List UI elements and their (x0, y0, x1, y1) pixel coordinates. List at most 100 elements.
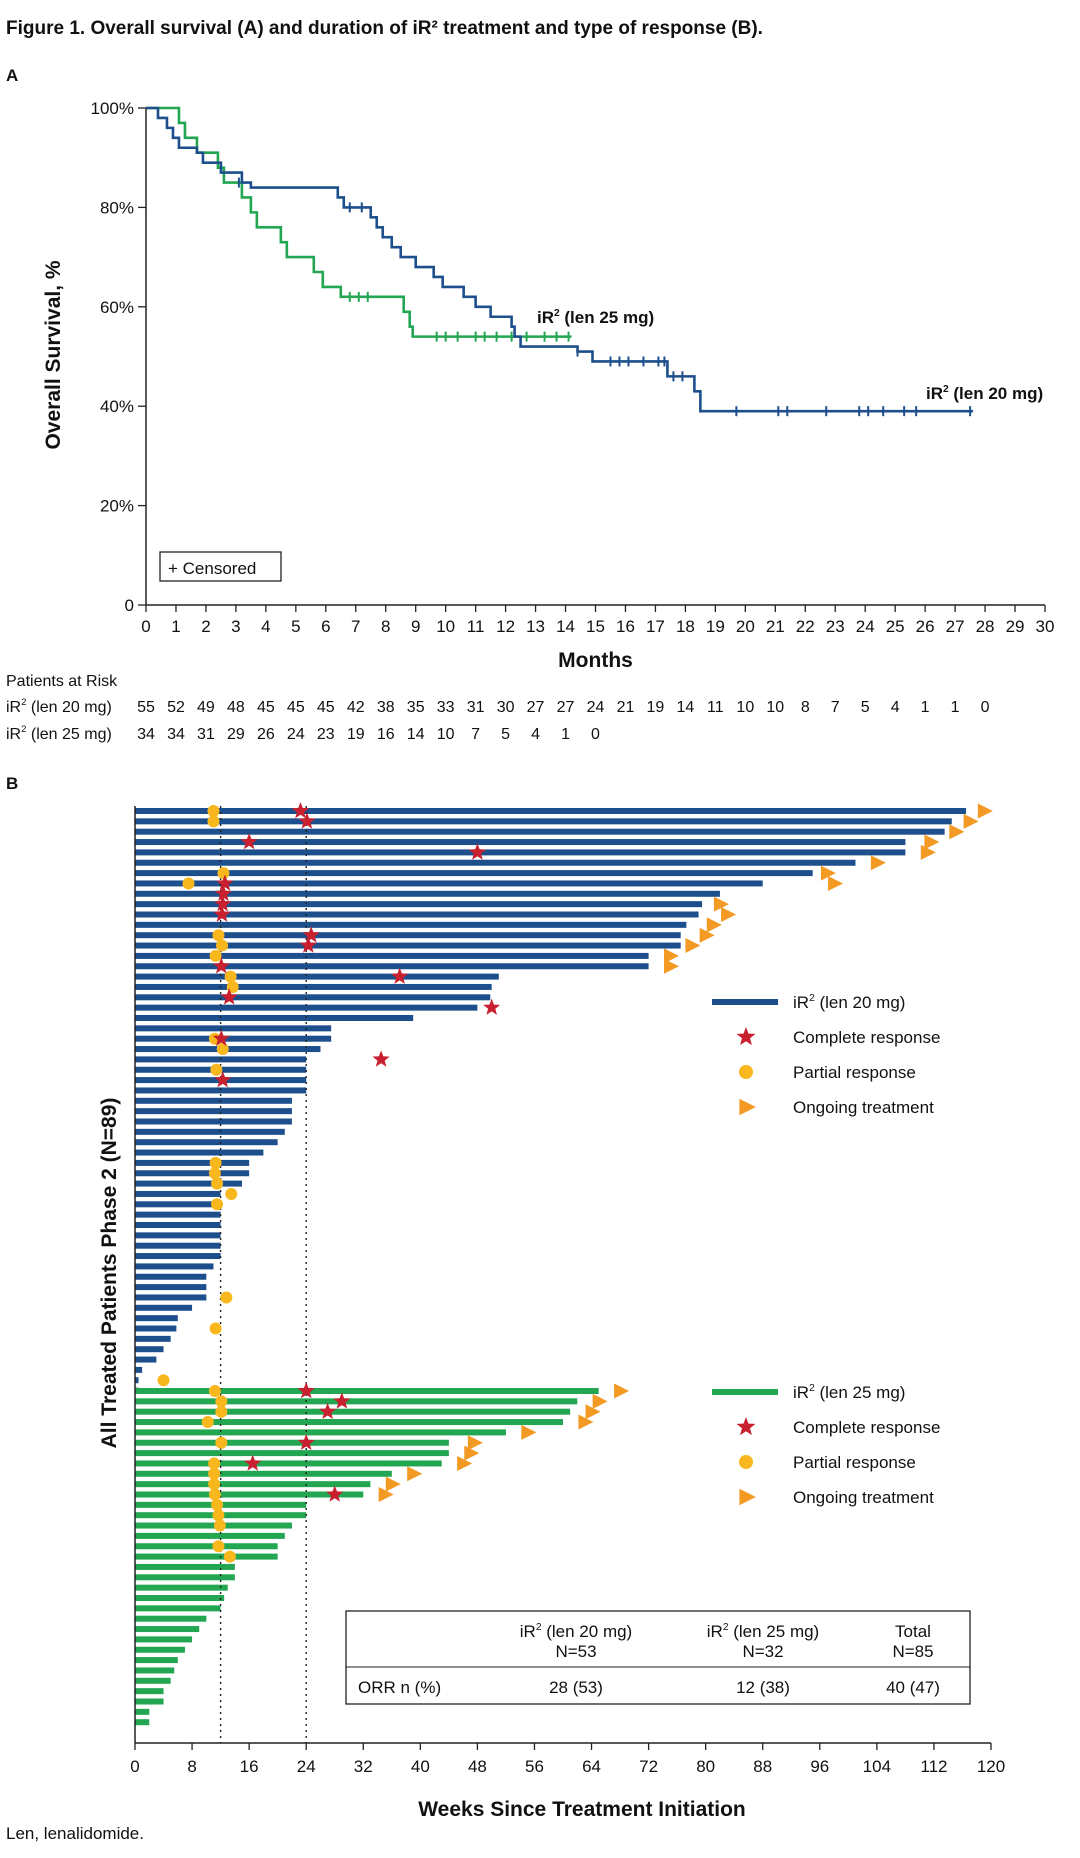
len20-duration-bar (135, 942, 681, 949)
partial-response-marker (225, 1187, 238, 1200)
len20-duration-bar (135, 1346, 164, 1353)
len20-duration-bar (135, 1108, 292, 1115)
x-tick-label: 80 (696, 1757, 715, 1776)
ongoing-treatment-marker (721, 907, 737, 922)
ongoing-treatment-marker (699, 927, 715, 943)
len20-duration-bar (135, 994, 491, 1001)
legend-complete-icon (736, 1027, 756, 1046)
len20-duration-bar (135, 973, 499, 980)
x-tick-label: 0 (130, 1757, 139, 1776)
len20-duration-bar (135, 1035, 332, 1042)
len25-duration-bar (135, 1522, 292, 1529)
x-axis-title: Months (558, 649, 633, 672)
y-tick-label: 0 (125, 596, 134, 615)
len25-duration-bar (135, 1543, 278, 1550)
len20-duration-bar (135, 901, 703, 908)
complete-response-marker (240, 833, 258, 850)
partial-response-marker (217, 867, 230, 880)
at-risk-count: 31 (467, 699, 485, 716)
ongoing-treatment-marker (664, 948, 679, 964)
footnote: Len, lenalidomide. (6, 1824, 144, 1843)
partial-response-marker (211, 1498, 224, 1511)
complete-response-marker (214, 895, 232, 912)
at-risk-count: 30 (497, 699, 515, 716)
partial-response-marker (215, 1436, 228, 1449)
len20-duration-bar (135, 1242, 221, 1249)
x-tick-label: 22 (796, 617, 815, 636)
survival-labels: 020%40%60%80%100%0 1 2 3 4 5 6 7 8 9 10 11 12 13 14 15 1… (6, 99, 1054, 743)
len20-duration-bar (135, 1387, 139, 1394)
legend-partial-text: Partial response (793, 1063, 916, 1082)
len20-duration-bar (135, 1087, 307, 1094)
ongoing-treatment-marker (870, 855, 886, 871)
len20-duration-bar (135, 1232, 221, 1239)
len25-duration-bar (135, 1388, 599, 1394)
len20-annotation: iR2 (len 20 mg) (926, 384, 1043, 403)
len25-duration-bar (135, 1657, 178, 1664)
len20-duration-bar (135, 1004, 478, 1011)
complete-response-marker (319, 1402, 337, 1419)
len20-duration-bar (135, 1377, 139, 1384)
complete-response-marker (214, 1071, 232, 1088)
legend-complete-icon (736, 1417, 756, 1436)
at-risk-count: 5 (501, 726, 510, 743)
len20-duration-bar (135, 1025, 332, 1032)
survival-series (146, 106, 974, 417)
len20-legend-series: iR2 (len 20 mg) (793, 993, 905, 1012)
at-risk-count: 8 (801, 699, 810, 716)
len20-duration-bar (135, 1335, 171, 1342)
x-tick-label: 12 (496, 617, 515, 636)
ongoing-treatment-marker (614, 1383, 630, 1399)
x-tick-label: 24 (297, 1757, 316, 1776)
partial-response-marker (209, 1322, 222, 1335)
ongoing-treatment-marker (467, 1435, 483, 1451)
complete-response-marker (299, 936, 317, 953)
at-risk-count: 4 (891, 699, 900, 716)
censored-legend-text: + Censored (168, 559, 256, 578)
x-tick-label: 28 (976, 617, 995, 636)
len25-duration-bar (135, 1667, 175, 1674)
legend-complete-text: Complete response (793, 1028, 940, 1047)
at-risk-count: 4 (531, 726, 540, 743)
x-tick-label: 10 (436, 617, 455, 636)
len25-duration-bar (135, 1605, 221, 1612)
legend-ongoing-icon (739, 1488, 756, 1506)
ongoing-treatment-marker (578, 1414, 594, 1430)
complete-response-marker (214, 884, 232, 902)
len20-duration-bar (135, 921, 687, 928)
x-tick-label: 120 (977, 1757, 1005, 1776)
len20-duration-bar (135, 1222, 221, 1228)
len20-duration-bar (135, 828, 945, 835)
at-risk-count: 34 (137, 726, 155, 743)
partial-response-marker (201, 1416, 214, 1429)
at-risk-count: 14 (407, 726, 425, 743)
len20-duration-bar (135, 859, 856, 866)
at-risk-count: 52 (167, 699, 185, 716)
complete-response-marker (212, 1029, 230, 1046)
ongoing-treatment-marker (592, 1393, 608, 1409)
partial-response-marker (212, 929, 225, 942)
len25-duration-bar (135, 1698, 164, 1705)
len25-duration-bar (135, 1429, 506, 1436)
partial-response-marker (208, 1385, 221, 1397)
len20-duration-bar (135, 1015, 414, 1021)
len20-duration-bar (135, 952, 649, 959)
partial-response-marker (208, 1032, 221, 1045)
at-risk-count: 42 (347, 699, 365, 716)
at-risk-count: 21 (617, 699, 635, 716)
at-risk-count: 10 (766, 699, 784, 716)
len25-duration-bar (135, 1574, 235, 1581)
partial-response-marker (215, 1405, 228, 1418)
legend-partial-text: Partial response (793, 1453, 916, 1472)
legend-partial-icon (739, 1065, 753, 1079)
ongoing-treatment-marker (685, 938, 701, 954)
response-markers (157, 802, 993, 1563)
x-tick-label: 21 (766, 617, 785, 636)
partial-response-marker (226, 980, 239, 993)
x-tick-label: 88 (753, 1757, 772, 1776)
len20-duration-bar (135, 1139, 278, 1146)
complete-response-marker (333, 1392, 351, 1409)
x-tick-label: 6 (321, 617, 330, 636)
len20-duration-bar (135, 1201, 221, 1208)
x-tick-label: 1 (171, 617, 180, 636)
